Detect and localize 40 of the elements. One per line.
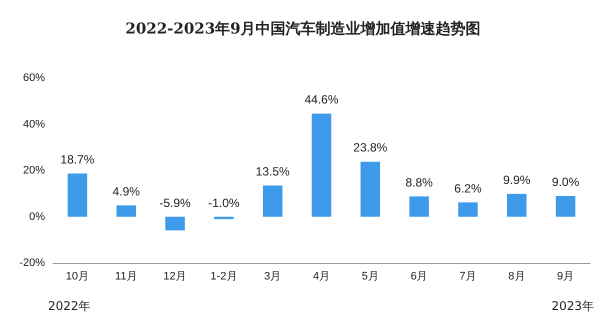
data-label: 4.9% bbox=[112, 184, 140, 198]
data-label: 8.8% bbox=[405, 175, 434, 190]
data-label: 9.9% bbox=[503, 172, 531, 187]
y-tick-label: 20% bbox=[22, 164, 46, 176]
x-tick-label: 8月 bbox=[508, 270, 526, 282]
x-tick-label: 5月 bbox=[362, 270, 379, 282]
chart-title: 2022-2023年9月中国汽车制造业增加值增速趋势图 bbox=[125, 20, 481, 38]
x-tick-label: 10月 bbox=[66, 270, 90, 282]
y-tick-label: -20% bbox=[19, 257, 46, 269]
data-label: -1.0% bbox=[208, 196, 240, 210]
x-tick-label: 4月 bbox=[312, 270, 330, 282]
x-tick-label: 9月 bbox=[557, 270, 574, 282]
bar bbox=[116, 205, 136, 217]
bar bbox=[556, 196, 576, 217]
x-tick-label: 12月 bbox=[163, 270, 187, 282]
data-label: 23.8% bbox=[353, 140, 388, 155]
y-tick-label: 40% bbox=[22, 118, 46, 130]
x-tick-label: 3月 bbox=[264, 270, 282, 282]
bar bbox=[507, 194, 527, 217]
bar bbox=[68, 174, 88, 217]
data-label: 9.0% bbox=[552, 174, 580, 189]
bar bbox=[312, 114, 332, 217]
data-label: 44.6% bbox=[304, 92, 339, 107]
x-tick-label: 1-2月 bbox=[210, 270, 238, 282]
text: 2023年 bbox=[551, 299, 594, 313]
x-tick-label: 11月 bbox=[115, 270, 138, 282]
x-tick-label: 6月 bbox=[410, 270, 428, 282]
bar bbox=[262, 186, 282, 217]
data-label: 13.5% bbox=[256, 164, 290, 179]
data-label: 18.7% bbox=[60, 152, 95, 167]
data-label: -5.9% bbox=[159, 196, 192, 210]
y-tick-label: 0% bbox=[29, 210, 46, 223]
bar bbox=[360, 162, 380, 217]
y-tick-label: 60% bbox=[22, 72, 46, 84]
bar bbox=[165, 216, 185, 230]
data-label: 6.2% bbox=[454, 181, 482, 196]
bar bbox=[409, 196, 429, 217]
text: 2022年 bbox=[48, 299, 91, 313]
x-tick-label: 7月 bbox=[459, 270, 477, 282]
bar bbox=[458, 202, 478, 217]
